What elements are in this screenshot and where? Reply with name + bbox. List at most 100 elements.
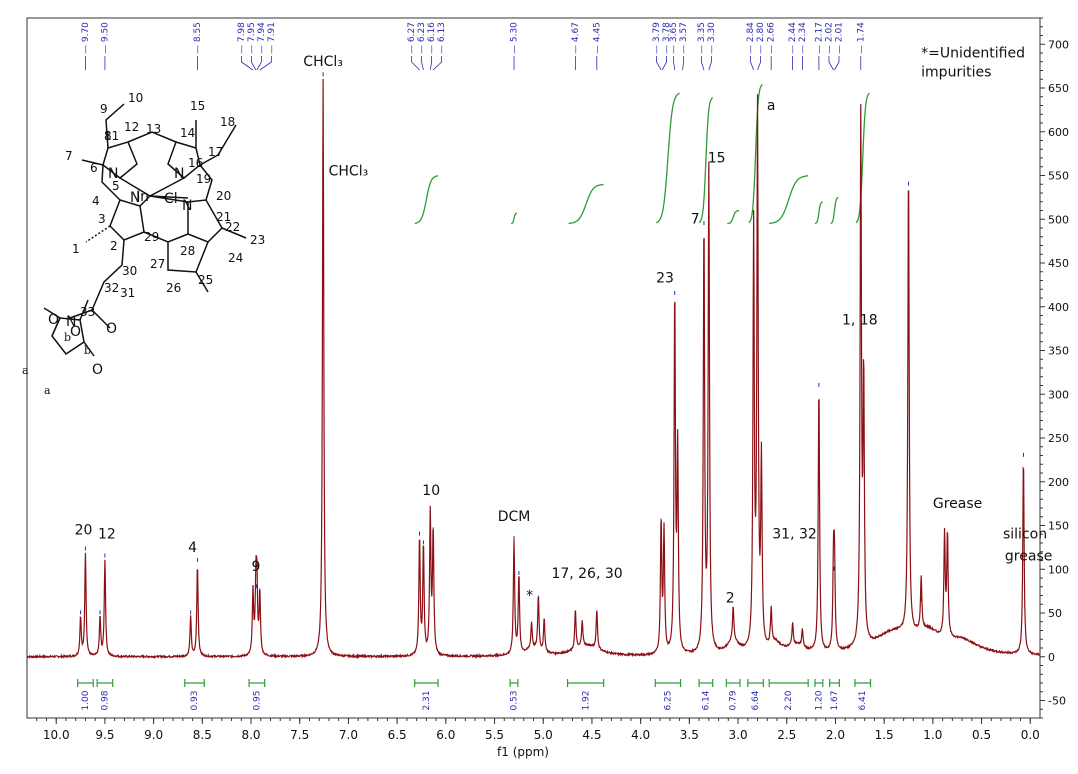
y-tick-label-2: 50 [1048, 607, 1062, 620]
x-axis: 10.0 9.5 9.0 8.5 8.0 7.5 7.0 6.5 6.0 5.5 5.0 4.5 4.0… [36, 718, 1040, 742]
integral-value-3: 0.95 [252, 690, 262, 710]
y-tick-label-1: 0 [1048, 651, 1055, 664]
peak-label-20: — 2.84 [746, 22, 756, 54]
spectrum-line [26, 78, 1041, 660]
molecule-label-5: 15 [190, 99, 205, 113]
integral-curve-3 [655, 92, 680, 224]
y-tick-label-6: 250 [1048, 432, 1069, 445]
integral-value-11: 2.20 [784, 690, 794, 710]
molecule-label-13: 5 [112, 179, 120, 193]
x-tick-label-9: 5.5 [485, 728, 504, 742]
peak-label-3: — 7.98 [237, 22, 247, 54]
integral-curve-0 [414, 175, 439, 224]
molecule-label-31: 24 [228, 251, 243, 265]
x-tick-label-2: 9.0 [144, 728, 163, 742]
y-tick-label-10: 450 [1048, 257, 1069, 270]
annotation-0: 20 [75, 522, 93, 538]
peak-label-connector-9 [429, 56, 432, 71]
peak-label-connector-18 [700, 56, 705, 71]
y-axis: -50 0 50 100 150 200 250 300 350 400 450 500 550 600 6… [1040, 17, 1069, 719]
molecule-label-19: 4 [92, 194, 100, 208]
integral-value-4: 2.31 [422, 690, 432, 710]
peak-label-connector-20 [750, 56, 755, 71]
x-tick-label-17: 1.5 [875, 728, 894, 742]
x-tick-label-12: 4.0 [631, 728, 650, 742]
x-tick-label-6: 7.0 [339, 728, 358, 742]
peak-label-connector-6 [259, 56, 272, 71]
peak-label-9: — 6.16 [427, 22, 437, 54]
peak-label-16: — 3.65 [669, 22, 679, 54]
integral-curve-8 [814, 201, 823, 225]
peak-label-connector-7 [411, 56, 420, 71]
molecule-label-23: N [130, 190, 140, 206]
annotation-19: grease [1005, 549, 1052, 565]
peak-label-8: — 6.23 [417, 22, 427, 54]
peak-label-connector-17 [682, 56, 685, 71]
peak-label-connector-27 [834, 56, 840, 71]
peak-label-24: — 2.34 [798, 22, 808, 54]
integral-curve-1 [511, 212, 518, 225]
peak-label-0: — 9.70 [81, 22, 91, 54]
y-tick-label-14: 650 [1048, 82, 1069, 95]
integral-value-5: 0.53 [510, 690, 520, 710]
peak-labels-layer: — 9.70 — 9.50 — 8.55 — 7.98— 7.95— 7.94— 7.… [80, 22, 1024, 619]
peak-label-28: — 1.74 [856, 22, 866, 54]
molecule-label-34: 32 [104, 281, 119, 295]
annotation-2: 4 [188, 540, 197, 556]
peak-label-connector-14 [656, 56, 662, 71]
integral-value-9: 0.79 [729, 690, 739, 710]
molecule-label-27: 1 [72, 242, 80, 256]
molecule-label-29: 29 [144, 230, 159, 244]
molecule-label-41: N [66, 314, 76, 330]
annotation-17: Grease [933, 496, 982, 512]
peak-label-6: — 7.91 [267, 22, 277, 54]
integral-curve-9 [830, 196, 839, 225]
peak-label-23: — 2.44 [788, 22, 798, 54]
annotation-21: impurities [921, 65, 991, 81]
y-tick-label-9: 400 [1048, 301, 1069, 314]
molecule-label-43: b [84, 344, 91, 357]
molecule-label-20: 20 [216, 189, 231, 203]
integral-value-14: 6.41 [858, 690, 868, 710]
molecule-label-40: O [106, 321, 117, 337]
y-tick-label-5: 200 [1048, 476, 1069, 489]
peak-label-connector-21 [757, 56, 761, 71]
molecule-label-38: 33 [80, 305, 95, 319]
integral-curve-10 [855, 92, 870, 224]
molecule-label-44: O [48, 312, 59, 328]
molecule-label-18: Cl [164, 191, 178, 207]
molecule-label-3: 12 [124, 120, 139, 134]
peak-label-15: — 3.78 [662, 22, 672, 54]
peak-label-connector-10 [432, 56, 442, 71]
annotation-4: CHCl₃ [303, 54, 343, 70]
integral-value-1: 0.98 [100, 690, 110, 710]
peak-label-connector-26 [828, 56, 834, 71]
y-tick-label-15: 700 [1048, 38, 1069, 51]
annotation-11: 7 [691, 212, 700, 228]
annotation-13: 2 [726, 591, 735, 607]
annotation-16: 1, 18 [842, 312, 878, 328]
y-tick-label-13: 600 [1048, 126, 1069, 139]
annotation-9: 17, 26, 30 [551, 566, 622, 582]
y-tick-label-12: 550 [1048, 170, 1069, 183]
molecule-label-17: In [136, 189, 149, 205]
molecule-label-37: 31 [120, 286, 135, 300]
annotation-6: 10 [422, 483, 440, 499]
x-tick-label-5: 7.5 [290, 728, 309, 742]
peak-label-25: — 2.17 [814, 22, 824, 54]
peak-label-2: — 8.55 [193, 22, 203, 54]
integral-value-7: 6.25 [663, 690, 673, 710]
molecule-label-28: 2 [110, 239, 118, 253]
annotation-20: *=Unidentified [921, 45, 1025, 61]
molecule-label-6: 14 [180, 126, 195, 140]
integral-curve-4 [698, 97, 714, 224]
peak-label-connector-3 [240, 56, 254, 71]
annotation-7: DCM [498, 509, 531, 525]
peak-label-19: — 3.30 [707, 22, 717, 54]
peak-label-26: — 2.02 [824, 22, 834, 54]
integral-value-13: 1.67 [830, 690, 840, 710]
molecule-label-15: N [174, 166, 184, 182]
molecule-label-45: O [92, 362, 103, 378]
